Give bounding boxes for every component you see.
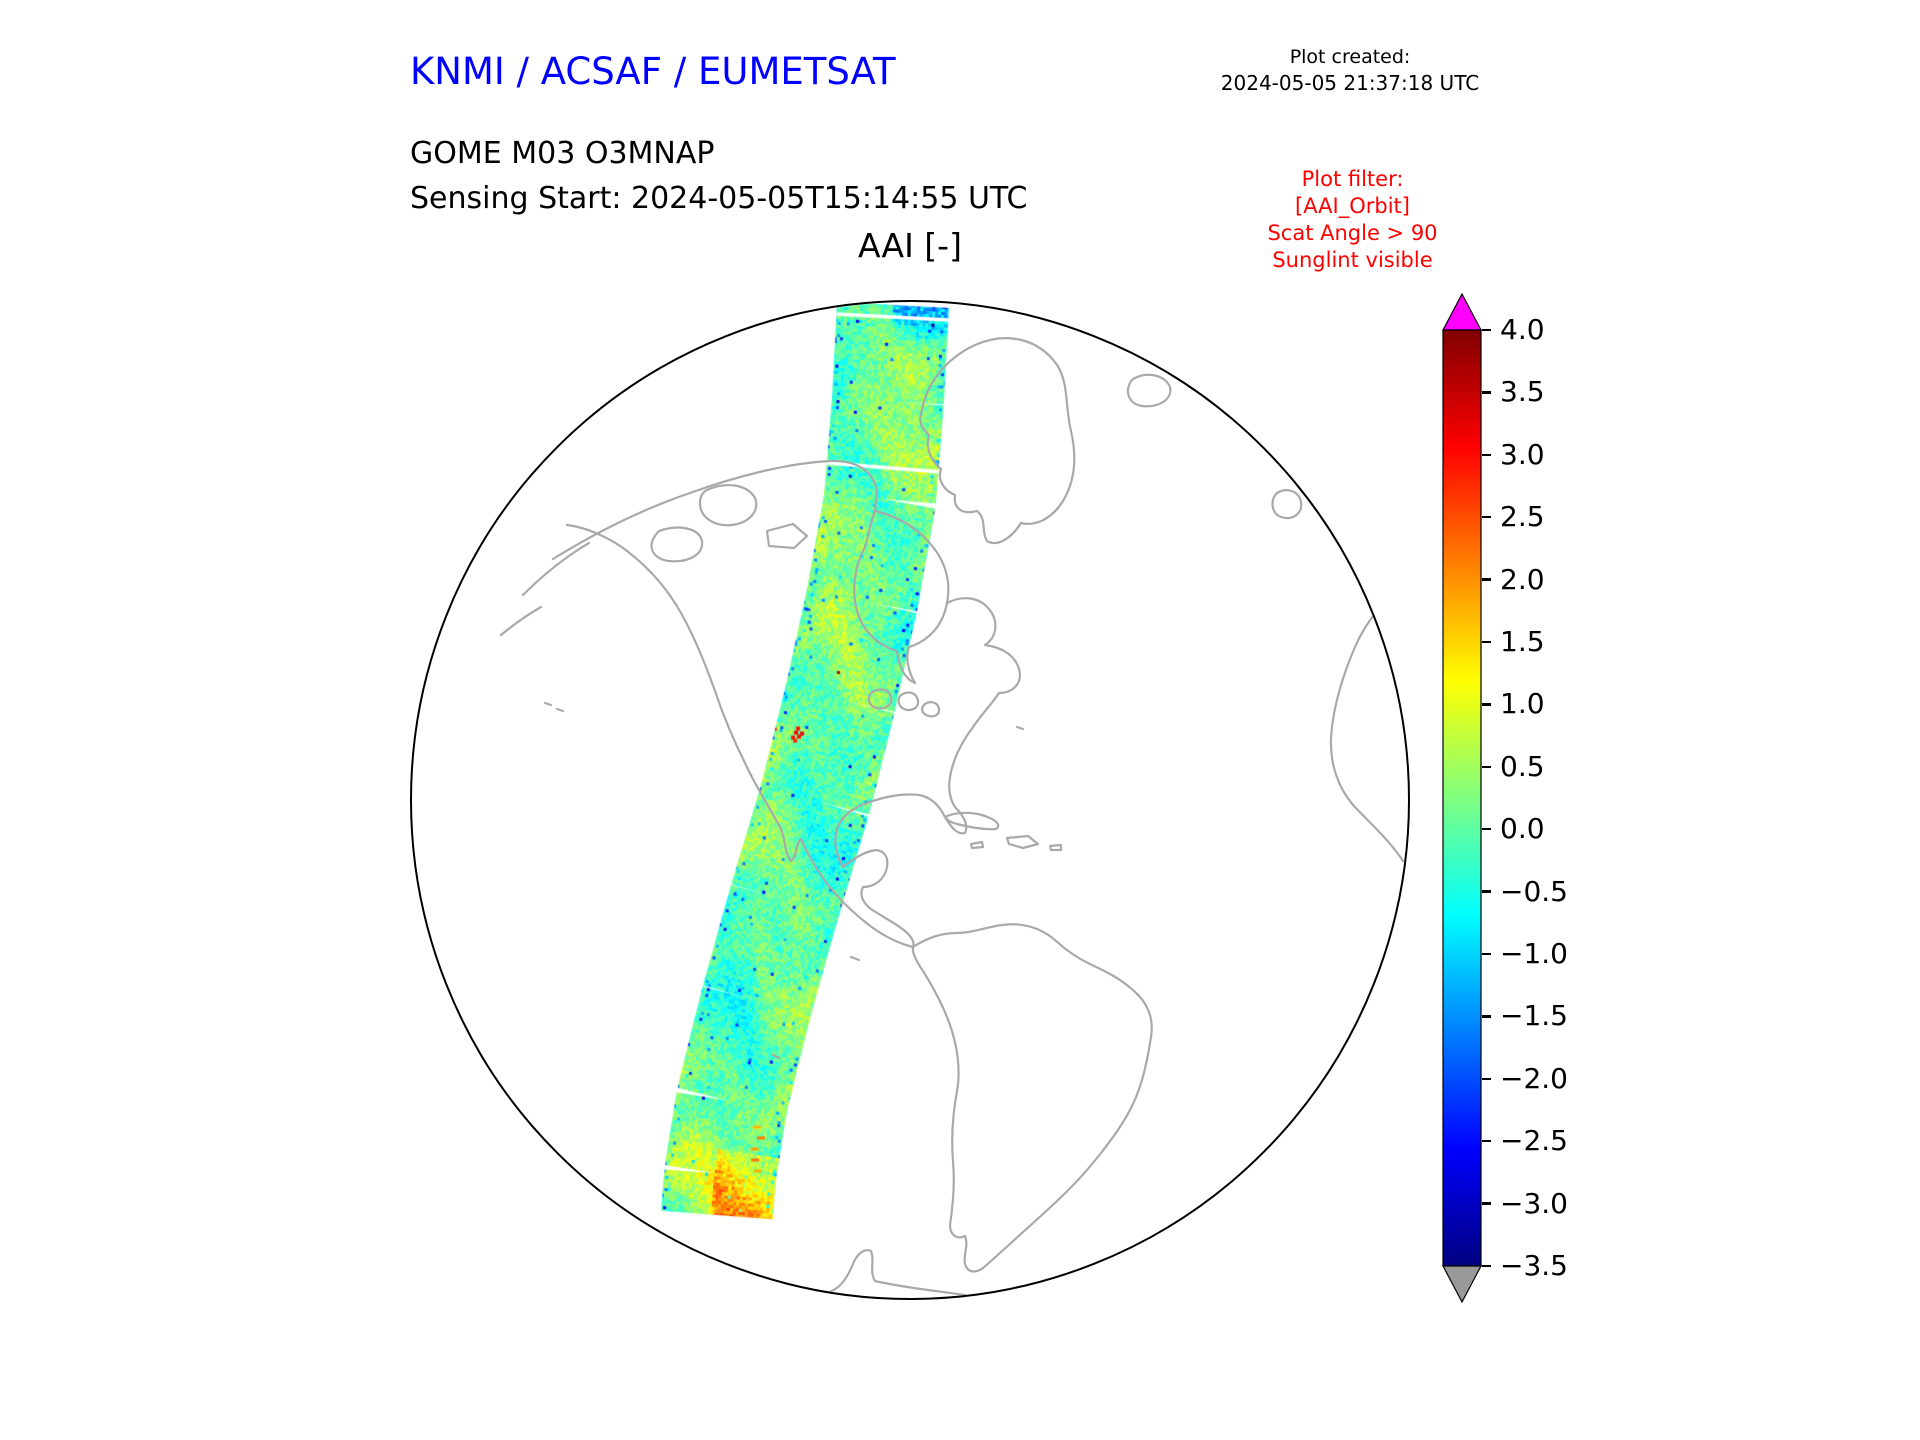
arctic-islands: [650, 484, 809, 563]
west-africa-coast: [1329, 581, 1408, 863]
colorbar-tick-label: 3.5: [1500, 375, 1545, 409]
colorbar-tick-label: −2.0: [1500, 1061, 1568, 1095]
globe-map: [405, 295, 1415, 1305]
filter-line-1: Plot filter:: [1301, 167, 1404, 191]
sensing-start-text: Sensing Start: 2024-05-05T15:14:55 UTC: [410, 181, 1028, 216]
colorbar-tick-label: 3.0: [1500, 437, 1545, 471]
colorbar-tick-label: 0.5: [1500, 749, 1545, 783]
hudson-bay: [853, 509, 950, 685]
plot-created-block: Plot created: 2024-05-05 21:37:18 UTC: [1180, 46, 1520, 95]
colorbar-over-arrow: [1442, 293, 1482, 331]
iceland: [1126, 373, 1172, 408]
colorbar-tick-label: −3.0: [1500, 1186, 1568, 1220]
plot-filter-note: Plot filter: [AAI_Orbit] Scat Angle > 90…: [1210, 166, 1495, 274]
plot-created-time: 2024-05-05 21:37:18 UTC: [1220, 71, 1480, 95]
coastlines: [499, 337, 1408, 1297]
colorbar-tick: [1482, 1264, 1491, 1268]
north-america-east-coast: [834, 597, 1021, 949]
scandinavia: [1243, 384, 1337, 469]
colorbar-tick-label: 2.5: [1500, 500, 1545, 534]
plot-title: AAI [-]: [858, 226, 962, 265]
product-title: GOME M03 O3MNAP: [410, 136, 715, 171]
colorbar-tick: [1482, 703, 1491, 706]
greenland: [919, 337, 1076, 545]
colorbar-tick: [1482, 1077, 1491, 1080]
colorbar-tick-label: 4.0: [1500, 313, 1545, 346]
caribbean-islands: [945, 811, 1063, 852]
colorbar-tick: [1482, 890, 1491, 893]
filter-line-2: [AAI_Orbit]: [1295, 194, 1410, 218]
plot-created-label: Plot created:: [1289, 46, 1411, 68]
colorbar-tick-label: 2.0: [1500, 562, 1545, 596]
filter-line-4: Sunglint visible: [1272, 248, 1433, 272]
colorbar: 4.0 3.5 3.0 2.5 2.0 1.5 1.0 0.5 0.0 −0.5 −1.0 −1.5 −…: [1442, 293, 1662, 1303]
colorbar-tick-label: −3.5: [1500, 1249, 1568, 1282]
colorbar-tick: [1482, 516, 1491, 519]
colorbar-tick: [1482, 453, 1491, 456]
colorbar-bar: [1442, 329, 1482, 1267]
iberia-coast: [1341, 489, 1404, 544]
colorbar-tick: [1482, 328, 1491, 332]
colorbar-tick: [1482, 640, 1491, 644]
aai-swath-layer: [405, 295, 1415, 1305]
arctic-coast: [551, 459, 879, 561]
south-america: [911, 923, 1153, 1273]
british-isles: [1271, 489, 1303, 520]
colorbar-gradient: [1442, 293, 1482, 1303]
colorbar-tick-label: 1.5: [1500, 625, 1545, 658]
colorbar-under-arrow: [1442, 1265, 1482, 1303]
map-overlay: [410, 300, 1410, 1300]
colorbar-tick-label: −2.5: [1500, 1124, 1568, 1158]
colorbar-tick: [1482, 1140, 1491, 1143]
colorbar-tick: [1482, 952, 1491, 956]
colorbar-tick: [1482, 828, 1491, 831]
colorbar-tick: [1482, 578, 1491, 581]
colorbar-tick: [1482, 1202, 1491, 1205]
agency-title: KNMI / ACSAF / EUMETSAT: [410, 50, 896, 93]
colorbar-tick-label: 1.0: [1500, 687, 1545, 721]
globe-outline: [410, 300, 1410, 1300]
colorbar-tick-label: −1.5: [1500, 999, 1568, 1033]
colorbar-tick: [1482, 1015, 1491, 1018]
small-islands: [543, 701, 1025, 1060]
north-america-west-coast: [565, 523, 915, 949]
great-lakes: [867, 688, 941, 718]
colorbar-tick: [1482, 765, 1491, 768]
filter-line-3: Scat Angle > 90: [1267, 221, 1438, 245]
colorbar-tick-label: 0.0: [1500, 812, 1545, 846]
colorbar-tick: [1482, 391, 1491, 394]
siberia-coast: [499, 541, 591, 637]
colorbar-tick-label: −1.0: [1500, 937, 1568, 970]
colorbar-tick-label: −0.5: [1500, 874, 1568, 908]
